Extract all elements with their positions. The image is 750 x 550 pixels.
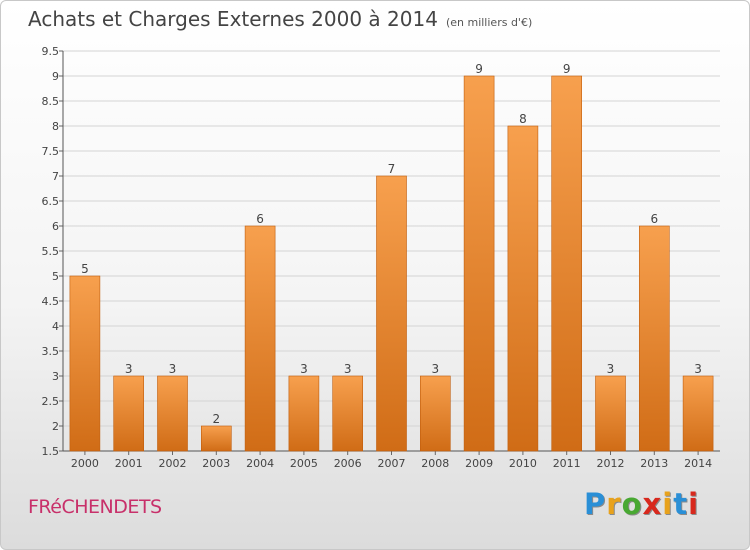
x-tick-label: 2010 (509, 457, 537, 470)
logo-letter: r (606, 487, 622, 521)
x-tick-label: 2008 (421, 457, 449, 470)
y-tick-label: 2 (52, 420, 59, 433)
x-tick-label: 2011 (553, 457, 581, 470)
labels: 1.5 2 2.5 3 3.5 4 4.5 5 5.5 6 6.5 7 7.5 8 8.5 9 9.5 5 2000… (42, 45, 713, 470)
bar (113, 375, 144, 452)
bar (682, 375, 714, 452)
data-label: 7 (388, 162, 396, 176)
bar (69, 275, 101, 452)
data-label: 3 (607, 362, 615, 376)
bar (332, 375, 364, 452)
bar (157, 375, 188, 452)
bar (419, 375, 451, 452)
data-label: 3 (125, 362, 133, 376)
commune-name: FRéCHENDETS (28, 496, 162, 518)
logo-letter: o (621, 487, 643, 521)
x-tick-label: 2004 (246, 457, 274, 470)
bar (551, 75, 583, 452)
y-tick-label: 8 (52, 120, 59, 133)
y-tick-label: 5.5 (42, 245, 60, 258)
y-tick-label: 3 (52, 370, 59, 383)
data-label: 9 (475, 62, 483, 76)
x-tick-label: 2007 (378, 457, 406, 470)
data-label: 6 (650, 212, 658, 226)
y-tick-label: 9 (52, 70, 59, 83)
bar (244, 225, 276, 452)
logo-letter: x (642, 487, 663, 521)
y-tick-label: 5 (52, 270, 59, 283)
bar (595, 375, 626, 452)
x-tick-label: 2012 (597, 457, 625, 470)
logo-letter: t (673, 487, 689, 521)
y-tick-label: 4 (52, 320, 59, 333)
y-tick-label: 1.5 (42, 445, 60, 458)
x-tick-label: 2000 (71, 457, 99, 470)
data-label: 6 (256, 212, 264, 226)
y-tick-label: 7.5 (42, 145, 60, 158)
data-label: 5 (81, 262, 89, 276)
bars (69, 75, 714, 452)
y-tick-label: 4.5 (42, 295, 60, 308)
logo-letter: i (688, 487, 700, 521)
chart-title-block: Achats et Charges Externes 2000 à 2014 (e… (28, 7, 532, 31)
logo-letter: i (662, 487, 674, 521)
x-tick-label: 2002 (159, 457, 187, 470)
y-tick-label: 2.5 (42, 395, 60, 408)
bar (638, 225, 670, 452)
bar (507, 125, 539, 452)
x-tick-label: 2006 (334, 457, 362, 470)
data-label: 2 (212, 412, 220, 426)
data-label: 3 (694, 362, 702, 376)
y-tick-label: 6.5 (42, 195, 60, 208)
chart-unit: (en milliers d'€) (445, 16, 533, 29)
bar (201, 425, 232, 452)
bar (376, 175, 407, 452)
y-tick-label: 8.5 (42, 95, 60, 108)
proxiti-logo[interactable]: Proxiti (584, 487, 699, 521)
y-tick-label: 6 (52, 220, 59, 233)
data-label: 3 (169, 362, 177, 376)
x-tick-label: 2013 (640, 457, 668, 470)
x-tick-label: 2014 (684, 457, 712, 470)
data-label: 3 (431, 362, 439, 376)
x-tick-label: 2009 (465, 457, 493, 470)
x-tick-label: 2005 (290, 457, 318, 470)
data-label: 3 (344, 362, 352, 376)
y-tick-label: 7 (52, 170, 59, 183)
data-label: 8 (519, 112, 527, 126)
data-label: 9 (563, 62, 571, 76)
y-tick-label: 3.5 (42, 345, 60, 358)
x-tick-label: 2001 (115, 457, 143, 470)
logo-letter: P (584, 487, 607, 521)
data-label: 3 (300, 362, 308, 376)
bar (463, 75, 495, 452)
x-tick-label: 2003 (202, 457, 230, 470)
bar (288, 375, 320, 452)
chart-title: Achats et Charges Externes 2000 à 2014 (28, 7, 438, 31)
y-tick-label: 9.5 (42, 45, 60, 58)
